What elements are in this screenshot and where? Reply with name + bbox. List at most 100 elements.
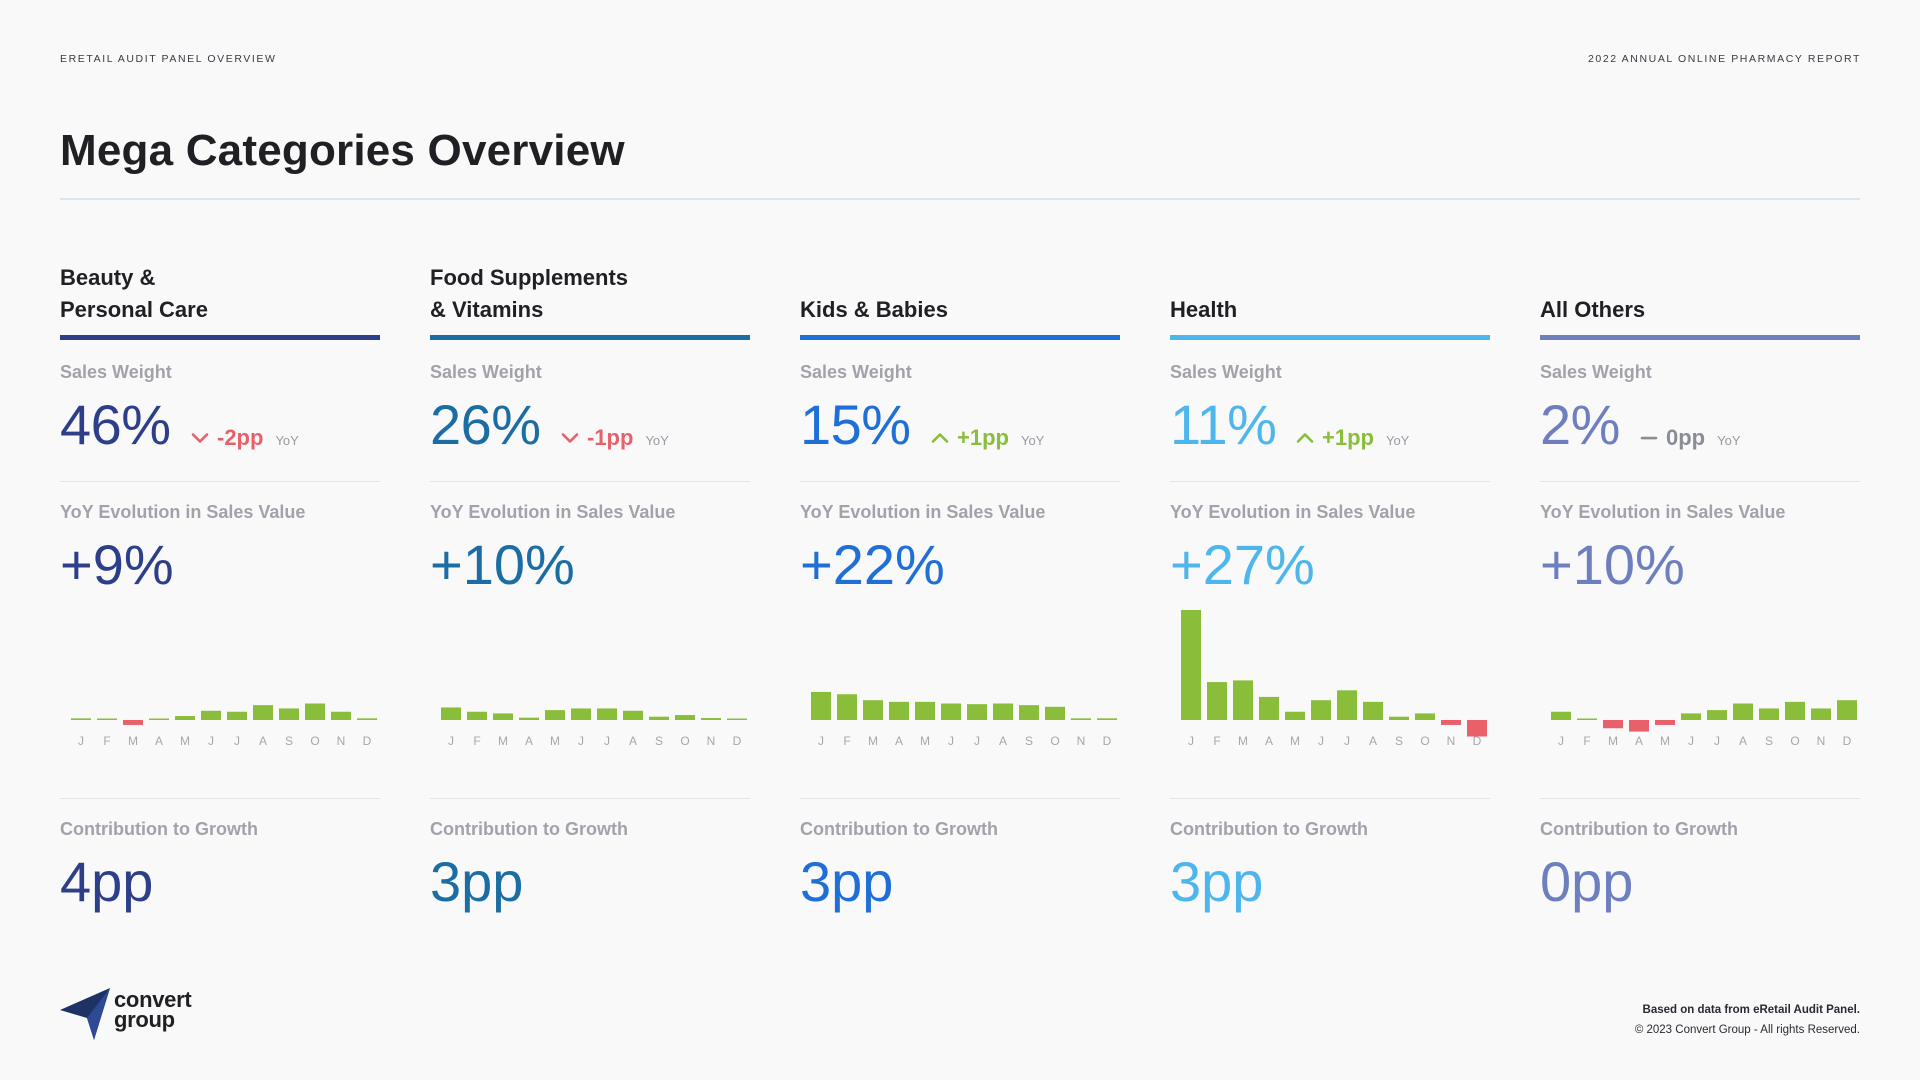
contribution-label: Contribution to Growth (430, 819, 628, 839)
section-divider (430, 798, 750, 799)
month-tick-label: M (1290, 734, 1300, 748)
month-tick-label: J (578, 734, 584, 748)
report-name-label: 2022 ANNUAL ONLINE PHARMACY REPORT (1587, 53, 1861, 65)
month-bar (467, 711, 487, 720)
contribution-label: Contribution to Growth (800, 819, 998, 839)
category-name: Kids & Babies (800, 297, 948, 322)
chevron-up-icon (931, 433, 949, 443)
month-tick-label: J (1344, 734, 1350, 748)
month-bar (1811, 708, 1831, 720)
month-tick-label: M (1238, 734, 1248, 748)
month-tick-label: S (285, 734, 293, 748)
month-tick-label: F (843, 734, 850, 748)
month-tick-label: A (999, 734, 1007, 748)
month-bar (701, 718, 721, 720)
category-color-bar (1170, 335, 1490, 340)
month-tick-label: N (1447, 734, 1456, 748)
month-bar (1551, 711, 1571, 720)
sales-weight-value: 11% (1170, 393, 1277, 456)
sales-weight-change-value: -1pp (587, 425, 634, 450)
category-color-bar (1540, 335, 1860, 340)
month-bar (1363, 701, 1383, 720)
month-bar (1259, 696, 1279, 720)
sales-weight-change-value: +1pp (957, 425, 1009, 450)
yoy-suffix: YoY (275, 433, 299, 448)
month-tick-label: J (448, 734, 454, 748)
month-bar (915, 701, 935, 720)
month-bar (837, 694, 857, 720)
sales-weight-value: 15% (800, 393, 911, 456)
sales-weight-change-value: -2pp (217, 425, 264, 450)
month-bar (493, 713, 513, 720)
month-tick-label: J (1688, 734, 1694, 748)
month-bar (227, 711, 247, 720)
yoy-evolution-label: YoY Evolution in Sales Value (1540, 502, 1786, 522)
month-bar (1181, 610, 1201, 720)
category-name: All Others (1540, 297, 1646, 322)
month-bar (1577, 718, 1597, 720)
contribution-label: Contribution to Growth (60, 819, 258, 839)
month-tick-label: D (733, 734, 742, 748)
month-bar (1603, 720, 1623, 729)
sales-weight-change: -2pp YoY (189, 425, 299, 451)
sales-weight-change: +1pp YoY (1294, 425, 1409, 451)
month-bar (1045, 706, 1065, 720)
month-tick-label: F (1583, 734, 1590, 748)
month-bar (1207, 682, 1227, 720)
section-divider (60, 798, 380, 799)
month-tick-label: S (1395, 734, 1403, 748)
yoy-evolution-value: +9% (60, 533, 174, 596)
month-bar (623, 710, 643, 720)
sales-weight-label: Sales Weight (800, 362, 912, 382)
yoy-evolution-value: +27% (1170, 533, 1315, 596)
category-color-bar (430, 335, 750, 340)
month-bar (71, 718, 91, 720)
month-bar (357, 718, 377, 720)
month-bar (1655, 720, 1675, 725)
month-tick-label: M (180, 734, 190, 748)
month-bar (863, 700, 883, 720)
category-name: Beauty & Personal Care (60, 265, 208, 322)
category-name: Health (1170, 297, 1238, 322)
month-tick-label: J (604, 734, 610, 748)
sales-weight-change: +1pp YoY (929, 425, 1044, 451)
contribution-value: 3pp (430, 850, 524, 913)
month-tick-label: J (1714, 734, 1720, 748)
chevron-down-icon (561, 433, 579, 443)
yoy-evolution-value: +10% (430, 533, 575, 596)
copyright-note: © 2023 Convert Group - All rights Reserv… (1634, 1024, 1860, 1036)
month-tick-label: J (948, 734, 954, 748)
month-bar (1337, 690, 1357, 720)
month-bar (1733, 703, 1753, 720)
sales-weight-change: -1pp YoY (559, 425, 669, 451)
category-column: Beauty & Personal Care Sales Weight 46% … (60, 258, 380, 918)
month-bar (1415, 713, 1435, 720)
category-color-bar (60, 335, 380, 340)
month-bar (1629, 720, 1649, 732)
month-bar (201, 710, 221, 720)
month-tick-label: O (310, 734, 319, 748)
month-bar (811, 691, 831, 720)
month-bar (253, 705, 273, 720)
month-tick-label: A (1265, 734, 1273, 748)
month-bar (649, 716, 669, 720)
month-bar (993, 703, 1013, 720)
month-bar (1681, 713, 1701, 720)
month-tick-label: S (1765, 734, 1773, 748)
paper-plane-icon (60, 988, 110, 1040)
month-tick-label: A (259, 734, 267, 748)
month-bar (597, 708, 617, 720)
category-column: Kids & Babies Sales Weight 15% +1pp YoY … (800, 258, 1120, 918)
convert-group-logo: convert group (60, 988, 200, 1044)
month-bar (967, 704, 987, 720)
month-tick-label: F (473, 734, 480, 748)
month-bar (941, 703, 961, 720)
month-bar (305, 703, 325, 720)
chevron-down-icon (191, 433, 209, 443)
contribution-label: Contribution to Growth (1540, 819, 1738, 839)
month-tick-label: N (1817, 734, 1826, 748)
month-tick-label: A (1739, 734, 1747, 748)
yoy-evolution-label: YoY Evolution in Sales Value (430, 502, 676, 522)
